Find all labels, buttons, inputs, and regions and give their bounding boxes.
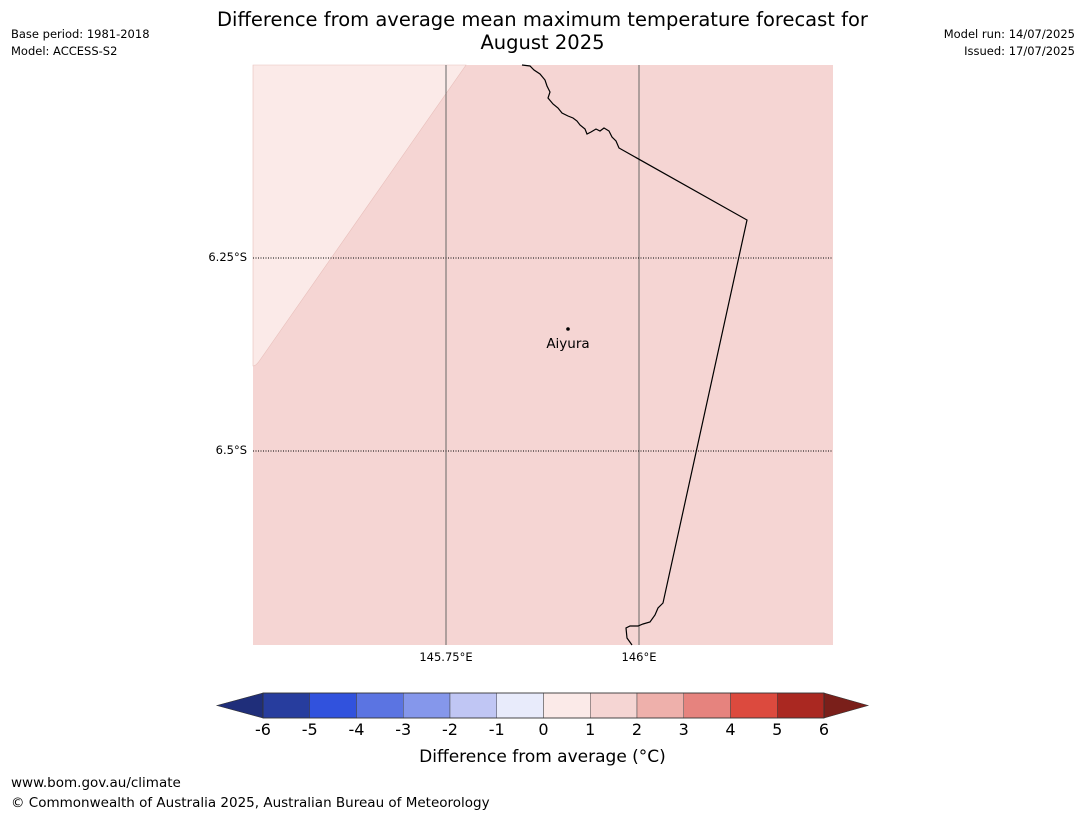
- title-line-2: August 2025: [480, 31, 605, 54]
- colorbar-tick-label: 3: [678, 720, 689, 739]
- colorbar-tick-label: 0: [538, 720, 549, 739]
- aiyura-marker: [566, 327, 570, 331]
- model-text: Model: ACCESS-S2: [11, 44, 118, 58]
- model-run-text: Model run: 14/07/2025: [943, 27, 1075, 41]
- lat-label-6-5: 6.5°S: [215, 443, 247, 457]
- colorbar-tick-label: 6: [818, 720, 830, 739]
- provincial-boundary: [521, 64, 748, 646]
- lon-label-145-75: 145.75°E: [419, 650, 473, 664]
- colorbar-tick-label: 5: [772, 720, 783, 739]
- footer-copyright: © Commonwealth of Australia 2025, Austra…: [11, 795, 490, 811]
- colorbar-tick-label: 4: [725, 720, 736, 739]
- metadata-left: Base period: 1981-2018 Model: ACCESS-S2: [11, 26, 150, 60]
- colorbar-tick-label: -2: [442, 720, 458, 739]
- map-fill-lighter-region: [252, 64, 467, 367]
- colorbar-tick-label: 2: [631, 720, 643, 739]
- colorbar-label: Difference from average (°C): [419, 747, 666, 767]
- colorbar-tick-label: -6: [255, 720, 271, 739]
- lon-label-146: 146°E: [621, 650, 657, 664]
- base-period-text: Base period: 1981-2018: [11, 27, 150, 41]
- colorbar-tick-label: -3: [395, 720, 412, 739]
- issued-text: Issued: 17/07/2025: [964, 44, 1075, 58]
- forecast-map: [252, 64, 833, 646]
- colorbar-tick-label: -1: [488, 720, 505, 739]
- colorbar-tick-label: -4: [348, 720, 365, 739]
- place-label-aiyura: Aiyura: [546, 336, 590, 352]
- metadata-right: Model run: 14/07/2025 Issued: 17/07/2025: [944, 26, 1075, 60]
- colorbar-tick-label: 1: [585, 720, 596, 739]
- lat-label-6-25: 6.25°S: [208, 250, 247, 264]
- title-line-1: Difference from average mean maximum tem…: [217, 8, 868, 31]
- colorbar-tick-label: -5: [301, 720, 318, 739]
- footer-url: www.bom.gov.au/climate: [11, 775, 181, 791]
- map-title: Difference from average mean maximum tem…: [160, 8, 925, 54]
